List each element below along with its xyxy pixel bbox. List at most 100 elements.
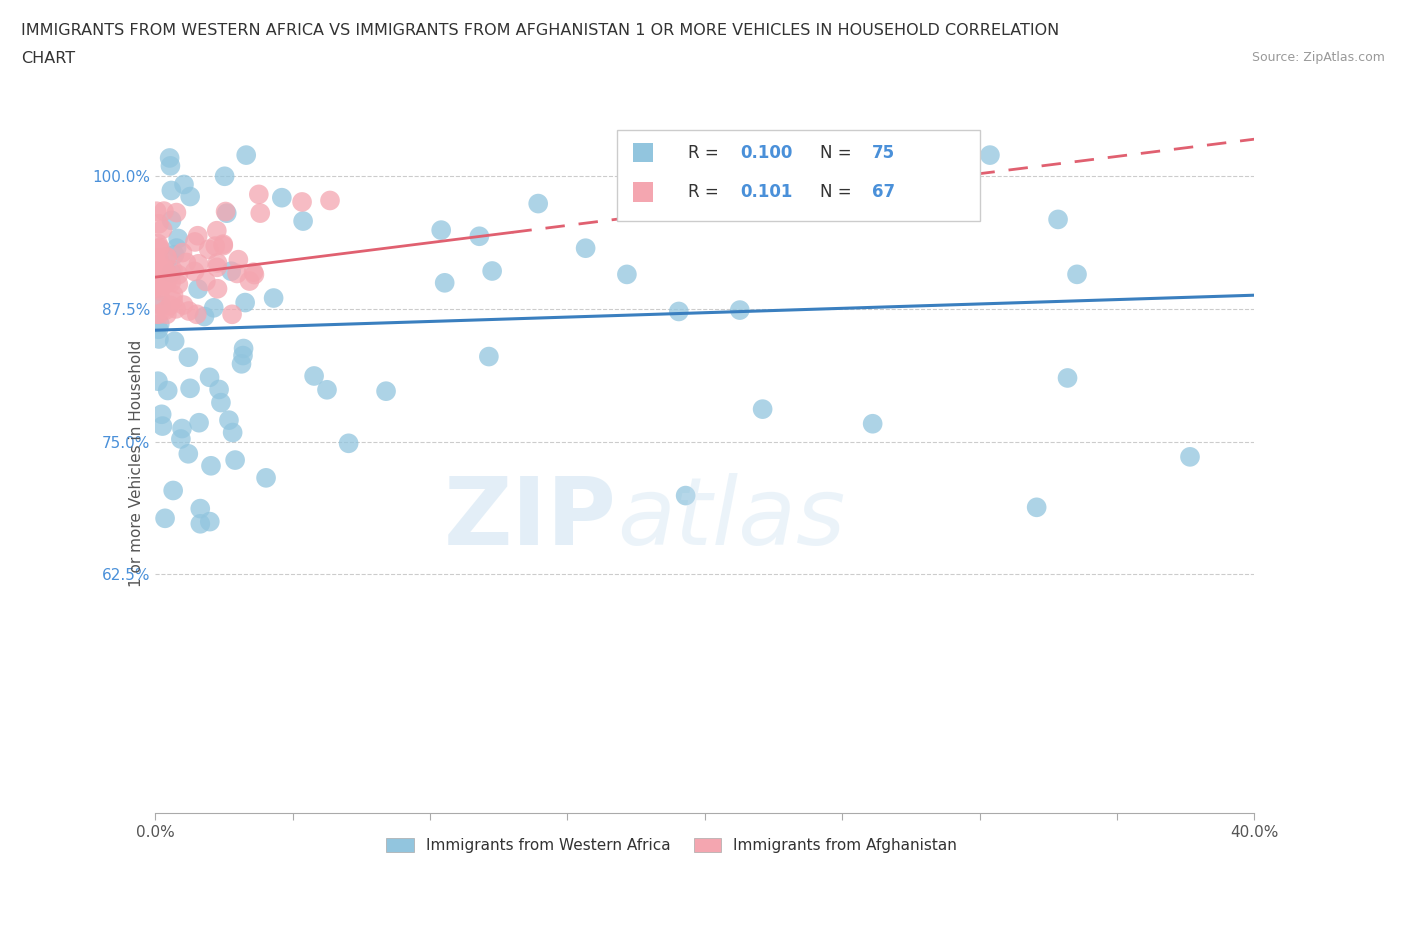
Point: [146, 256, 169, 271]
Text: R =: R =: [689, 143, 724, 162]
Point: [728, 302, 751, 317]
Point: [170, 421, 193, 436]
Point: [188, 516, 211, 531]
Point: [167, 231, 190, 246]
FancyBboxPatch shape: [617, 130, 980, 221]
Point: [226, 266, 249, 281]
Point: [153, 204, 176, 219]
Point: [302, 368, 325, 383]
Point: [146, 281, 169, 296]
Point: [205, 223, 228, 238]
Text: 0.100: 0.100: [740, 143, 793, 162]
Point: [163, 247, 186, 262]
Point: [212, 237, 235, 252]
Point: [176, 255, 198, 270]
Text: atlas: atlas: [617, 473, 845, 565]
Point: [212, 238, 235, 253]
Point: [238, 273, 260, 288]
Point: [162, 287, 184, 302]
Text: IMMIGRANTS FROM WESTERN AFRICA VS IMMIGRANTS FROM AFGHANISTAN 1 OR MORE VEHICLES: IMMIGRANTS FROM WESTERN AFRICA VS IMMIGR…: [21, 23, 1059, 38]
Point: [218, 413, 240, 428]
Text: 0.101: 0.101: [740, 183, 793, 201]
Point: [153, 511, 176, 525]
Point: [159, 158, 181, 173]
Point: [319, 193, 342, 208]
Text: R =: R =: [689, 183, 724, 201]
Text: Source: ZipAtlas.com: Source: ZipAtlas.com: [1251, 51, 1385, 64]
Point: [146, 236, 169, 251]
Point: [481, 263, 503, 278]
Point: [188, 501, 211, 516]
Legend: Immigrants from Western Africa, Immigrants from Afghanistan: Immigrants from Western Africa, Immigran…: [382, 834, 962, 858]
Point: [148, 322, 170, 337]
Point: [177, 446, 200, 461]
Point: [221, 425, 243, 440]
Point: [148, 331, 170, 346]
Point: [224, 453, 246, 468]
Point: [152, 221, 174, 236]
Point: [163, 334, 186, 349]
Point: [149, 240, 172, 255]
Point: [146, 263, 169, 278]
Point: [254, 471, 277, 485]
Point: [575, 241, 598, 256]
Text: 75: 75: [872, 143, 896, 162]
Point: [209, 395, 232, 410]
Point: [173, 298, 195, 312]
Point: [207, 256, 229, 271]
Point: [160, 275, 183, 290]
Point: [177, 303, 200, 318]
Point: [173, 177, 195, 192]
Point: [200, 458, 222, 473]
Point: [162, 483, 184, 498]
Point: [160, 213, 183, 228]
Point: [198, 370, 221, 385]
Point: [316, 382, 339, 397]
Point: [162, 293, 184, 308]
Point: [187, 282, 209, 297]
Point: [193, 309, 215, 324]
Point: [145, 263, 167, 278]
Point: [468, 229, 491, 244]
Point: [149, 284, 172, 299]
Point: [668, 304, 690, 319]
Point: [148, 307, 170, 322]
Point: [202, 300, 225, 315]
Point: [177, 350, 200, 365]
Point: [156, 307, 179, 322]
Point: [292, 214, 315, 229]
Point: [156, 275, 179, 290]
Point: [1066, 267, 1088, 282]
FancyBboxPatch shape: [633, 182, 654, 202]
Point: [149, 259, 172, 273]
Point: [187, 257, 209, 272]
Point: [155, 249, 177, 264]
Point: [184, 234, 207, 249]
Point: [247, 187, 270, 202]
Point: [433, 275, 456, 290]
Point: [155, 265, 177, 280]
Point: [194, 274, 217, 289]
Text: 67: 67: [872, 183, 896, 201]
Point: [243, 267, 266, 282]
Point: [160, 183, 183, 198]
Point: [146, 278, 169, 293]
Point: [231, 356, 253, 371]
FancyBboxPatch shape: [633, 143, 654, 163]
Point: [242, 265, 264, 280]
Point: [150, 406, 173, 421]
Point: [1056, 370, 1078, 385]
Point: [165, 301, 187, 316]
Point: [156, 383, 179, 398]
Point: [235, 148, 257, 163]
Point: [291, 194, 314, 209]
Point: [232, 341, 254, 356]
Point: [146, 267, 169, 282]
Point: [187, 228, 209, 243]
Point: [478, 349, 501, 364]
Point: [527, 196, 550, 211]
Point: [179, 381, 201, 396]
Point: [1047, 212, 1070, 227]
Point: [152, 418, 174, 433]
Point: [145, 271, 167, 286]
